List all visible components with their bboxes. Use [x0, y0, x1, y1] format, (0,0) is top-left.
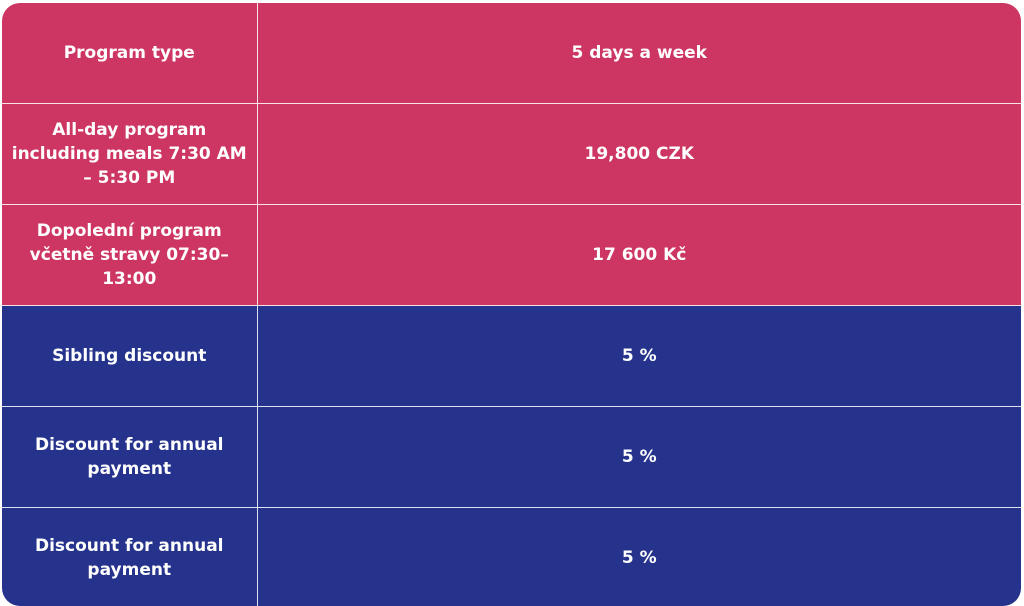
row-label: Discount for annual payment: [2, 507, 258, 606]
row-value: 5 %: [256, 406, 1021, 508]
table-row: Discount for annual payment 5 %: [2, 406, 1021, 508]
row-value: 5 days a week: [256, 3, 1021, 104]
row-label: Dopolední program včetně stravy 07:30–13…: [2, 204, 258, 306]
row-label: Sibling discount: [2, 305, 258, 407]
row-label: Discount for annual payment: [2, 406, 258, 508]
row-value: 19,800 CZK: [256, 103, 1021, 205]
pricing-table-container: Program type 5 days a week All-day progr…: [2, 3, 1021, 606]
pricing-table: Program type 5 days a week All-day progr…: [2, 3, 1021, 606]
row-value: 5 %: [256, 305, 1021, 407]
row-label: All-day program including meals 7:30 AM …: [2, 103, 258, 205]
row-value: 5 %: [256, 507, 1021, 606]
table-row: Sibling discount 5 %: [2, 305, 1021, 407]
table-row-header: Program type 5 days a week: [2, 3, 1021, 104]
row-label: Program type: [2, 3, 258, 104]
table-row: All-day program including meals 7:30 AM …: [2, 103, 1021, 205]
row-value: 17 600 Kč: [256, 204, 1021, 306]
table-row: Discount for annual payment 5 %: [2, 507, 1021, 606]
table-row: Dopolední program včetně stravy 07:30–13…: [2, 204, 1021, 306]
